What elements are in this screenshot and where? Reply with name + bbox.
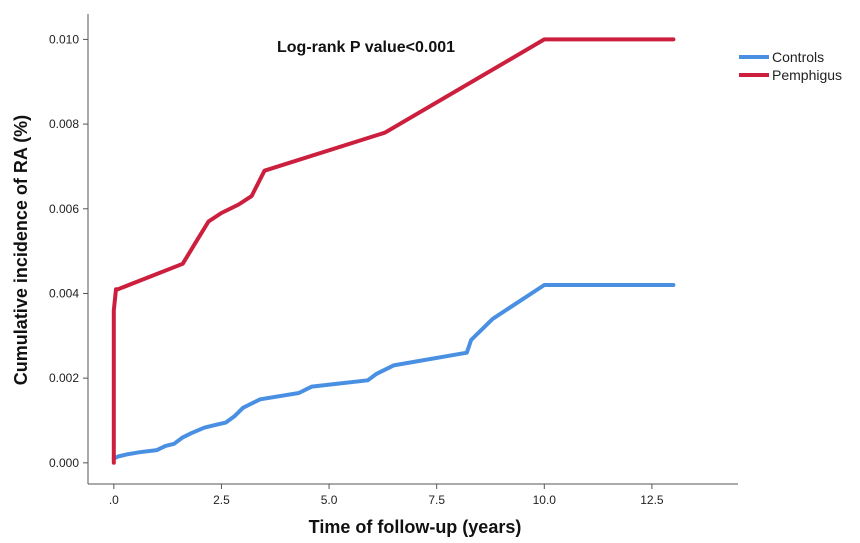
x-tick-label: 5.0 [321,493,338,507]
x-tick-label: .0 [109,493,119,507]
legend-label-pemphigus: Pemphigus [772,67,842,83]
x-axis-title: Time of follow-up (years) [309,517,522,537]
log-rank-annotation: Log-rank P value<0.001 [277,39,455,56]
x-tick-label: 12.5 [640,493,664,507]
plot-area: 0.000 0.002 0.004 0.006 0.008 0.010 .0 2.5 5.0 7… [49,14,738,507]
legend: Controls Pemphigus [739,49,842,83]
y-tick-label: 0.008 [49,117,79,131]
legend-label-controls: Controls [772,49,824,65]
legend-item-controls: Controls [739,49,824,65]
y-tick-label: 0.002 [49,371,79,385]
series-line-pemphigus [111,37,676,465]
y-tick-label: 0.000 [49,456,79,470]
y-tick-label: 0.004 [49,286,79,300]
x-tick-label: 7.5 [428,493,445,507]
y-tick-label: 0.010 [49,32,79,46]
y-tick-label: 0.006 [49,202,79,216]
legend-item-pemphigus: Pemphigus [739,67,842,83]
y-axis-title: Cumulative incidence of RA (%) [11,115,31,385]
x-tick-label: 2.5 [213,493,230,507]
series-line-controls [111,283,676,461]
x-tick-label: 10.0 [533,493,557,507]
series-lines [111,37,676,465]
y-axis-ticks: 0.000 0.002 0.004 0.006 0.008 0.010 [49,32,88,470]
x-axis-ticks: .0 2.5 5.0 7.5 10.0 12.5 [109,484,664,507]
